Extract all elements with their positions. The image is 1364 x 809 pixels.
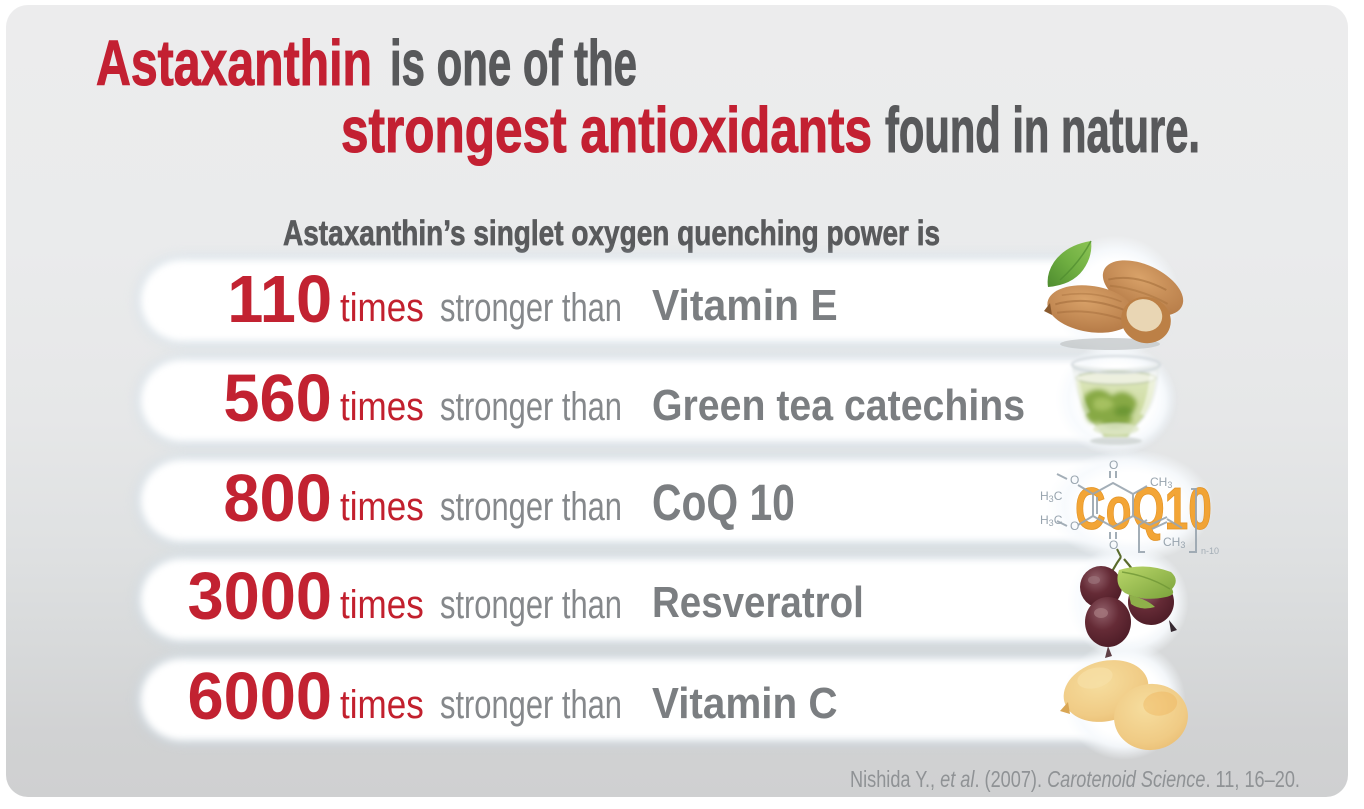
svg-text:CH3: CH3 <box>1163 535 1185 550</box>
svg-text:O: O <box>1070 473 1079 487</box>
svg-text:H3C: H3C <box>1040 489 1063 504</box>
svg-text:CoQ10: CoQ10 <box>1075 475 1212 542</box>
svg-text:O: O <box>1109 538 1118 552</box>
svg-text:CH3: CH3 <box>1150 475 1172 490</box>
svg-text:H3C: H3C <box>1040 513 1063 528</box>
svg-text:O: O <box>1109 458 1118 472</box>
svg-text:n-10: n-10 <box>1201 546 1219 556</box>
svg-text:O: O <box>1070 519 1079 533</box>
